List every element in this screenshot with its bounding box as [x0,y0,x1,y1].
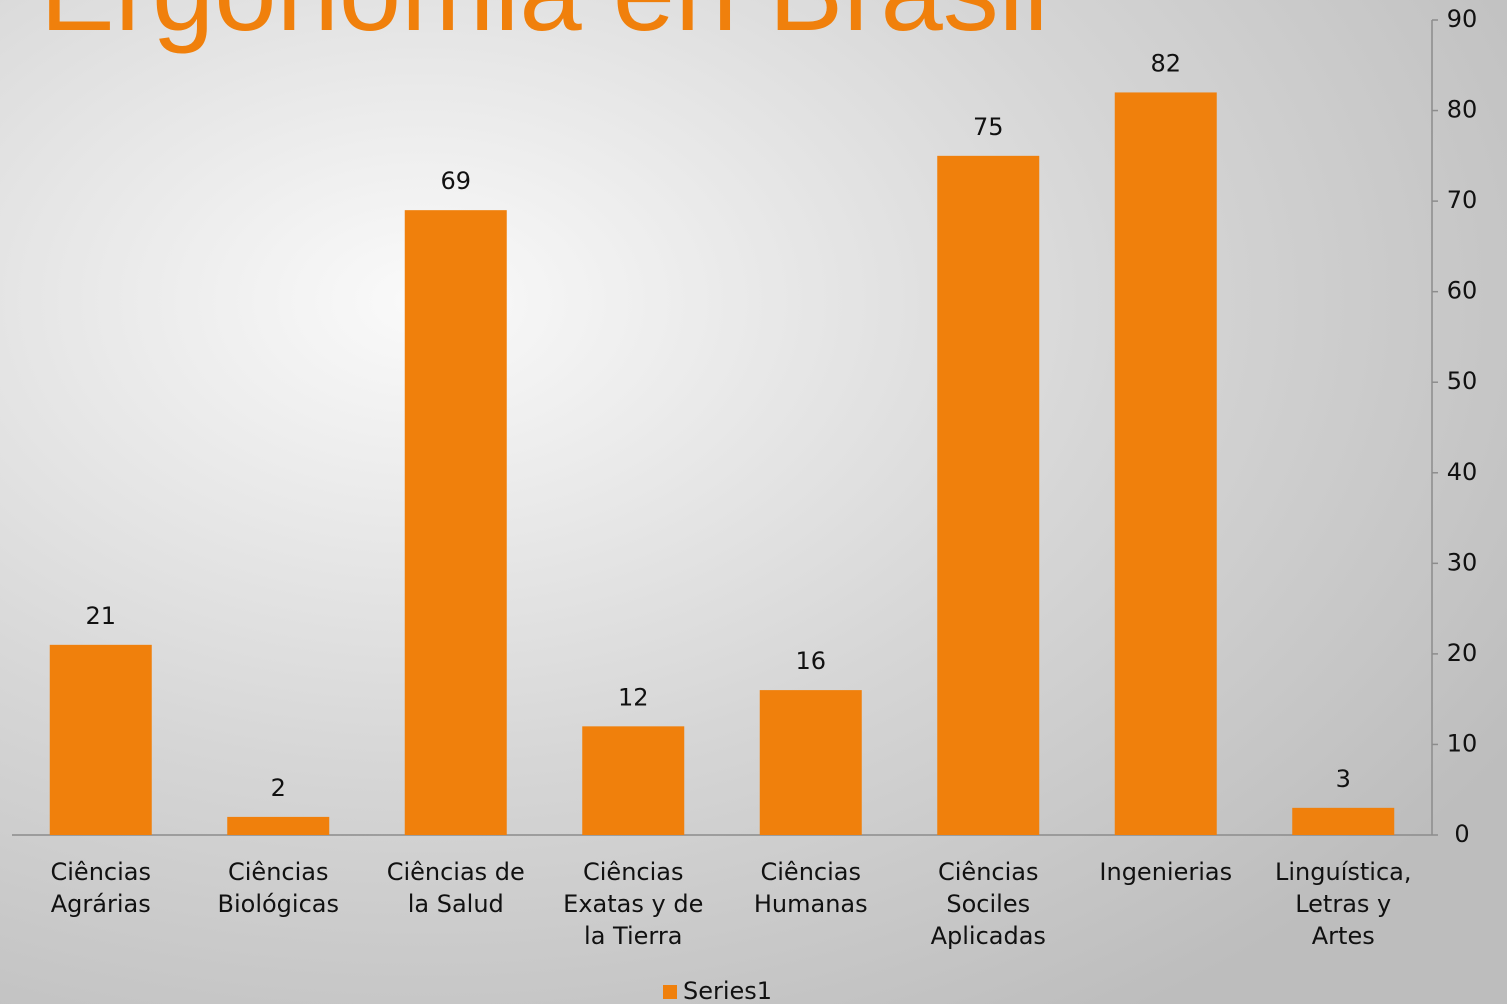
bar [49,644,152,835]
x-tick-label: Artes [1312,922,1375,950]
x-tick-label: Ciências [583,858,683,886]
data-label: 69 [440,167,471,195]
bar [937,155,1040,836]
x-tick-label: Ingenierias [1099,858,1232,886]
x-tick-label: Agrárias [51,890,151,918]
data-label: 21 [85,602,116,630]
y-tick-label: 80 [1447,96,1478,124]
x-tick-label: Aplicadas [931,922,1046,950]
x-tick-label: Ciências [51,858,151,886]
x-tick-label: Ciências [938,858,1038,886]
y-tick-label: 90 [1447,5,1478,33]
x-tick-label: la Tierra [584,922,682,950]
x-tick-label: Ciências [761,858,861,886]
bar [227,816,330,835]
x-tick-label: Exatas y de [563,890,703,918]
y-tick-label: 40 [1447,458,1478,486]
x-tick-label: la Salud [408,890,504,918]
data-label: 12 [618,683,649,711]
bar [582,726,685,835]
bar [759,690,862,835]
data-label: 2 [271,774,286,802]
legend-label: Series1 [683,977,772,1004]
data-label: 75 [973,113,1004,141]
y-tick-label: 10 [1447,729,1478,757]
y-tick-label: 0 [1454,820,1469,848]
bar [1114,92,1217,835]
bar [1292,807,1395,835]
y-tick-label: 30 [1447,548,1478,576]
y-tick-label: 70 [1447,186,1478,214]
chart-title: Ergonomia en Brasil [40,0,1049,54]
x-tick-label: Ciências de [387,858,525,886]
y-tick-label: 50 [1447,367,1478,395]
x-tick-label: Humanas [754,890,868,918]
data-label: 82 [1150,49,1181,77]
data-label: 16 [795,647,826,675]
bar [404,210,507,835]
x-tick-label: Biológicas [218,890,339,918]
y-tick-label: 20 [1447,639,1478,667]
data-label: 3 [1336,765,1351,793]
x-tick-label: Letras y [1295,890,1391,918]
x-tick-label: Linguística, [1275,858,1411,886]
x-tick-label: Ciências [228,858,328,886]
x-tick-label: Sociles [946,890,1030,918]
y-tick-label: 60 [1447,277,1478,305]
legend-swatch [663,985,677,999]
